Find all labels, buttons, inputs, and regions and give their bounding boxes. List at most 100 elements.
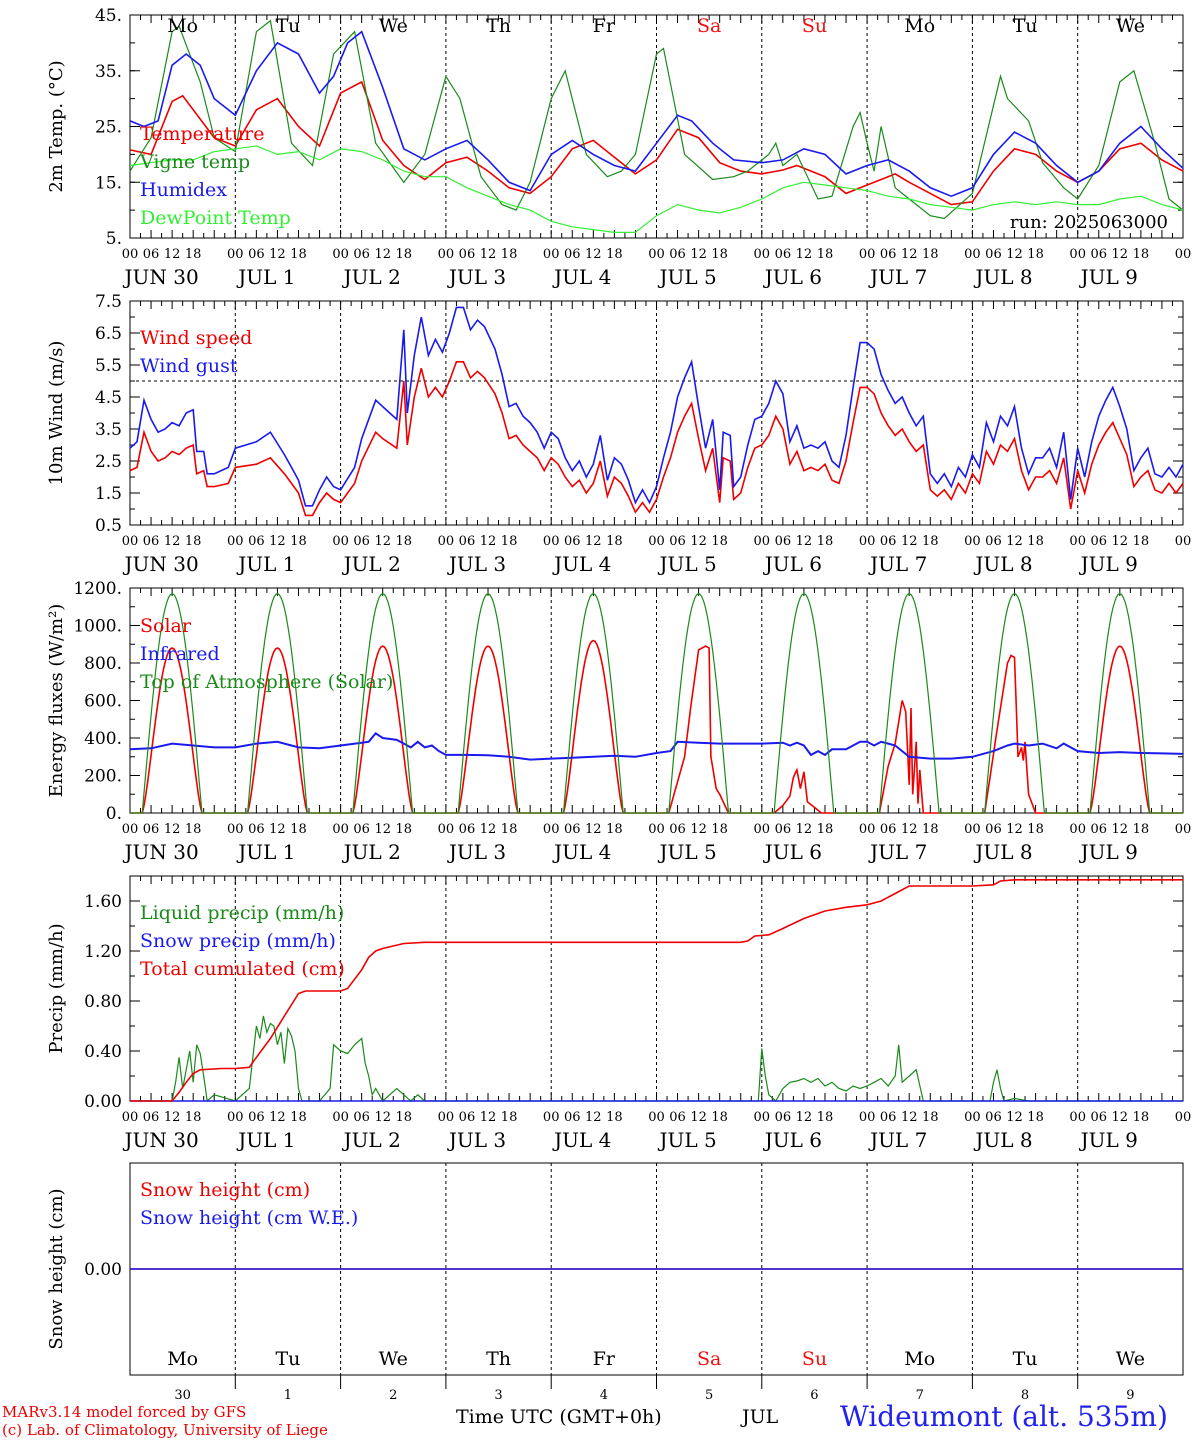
weekday-label: Su: [802, 1348, 827, 1370]
hour-tick-label: 06: [143, 534, 160, 549]
hour-tick-label: 12: [269, 534, 286, 549]
hour-tick-label: 00: [648, 534, 665, 549]
hour-tick-label: 18: [606, 822, 623, 837]
hour-tick-label: 06: [353, 1110, 370, 1125]
weekday-label: We: [1116, 1348, 1145, 1370]
hour-tick-label: 00: [543, 534, 560, 549]
y-tick-label: 1.20: [84, 942, 122, 962]
hour-tick-label: 12: [1006, 822, 1023, 837]
hour-tick-label: 12: [796, 1110, 813, 1125]
hour-tick-label: 00: [754, 822, 771, 837]
hour-tick-label: 00: [332, 534, 349, 549]
hour-tick-label: 18: [817, 822, 834, 837]
hour-tick-label: 12: [585, 247, 602, 262]
hour-tick-label: 06: [564, 247, 581, 262]
day-number-label: 8: [1021, 1388, 1029, 1403]
hour-tick-label: 00: [964, 247, 981, 262]
hour-tick-label: 18: [922, 247, 939, 262]
legend-entry: Temperature: [140, 123, 264, 145]
date-label: JUL 3: [447, 840, 506, 864]
hour-tick-label: 12: [374, 822, 391, 837]
hour-tick-label: 06: [353, 534, 370, 549]
date-label: JUL 1: [236, 552, 295, 576]
date-label: JUL 7: [868, 552, 927, 576]
date-label: JUL 6: [763, 552, 822, 576]
hour-tick-label: 18: [922, 534, 939, 549]
hour-tick-label: 18: [1133, 822, 1150, 837]
y-tick-label: 1.60: [84, 892, 122, 912]
date-label: JUL 5: [657, 552, 716, 576]
hour-tick-label: 18: [606, 1110, 623, 1125]
hour-tick-label: 00: [1069, 247, 1086, 262]
y-tick-label: 4.5: [95, 388, 122, 408]
day-number-label: 4: [600, 1388, 608, 1403]
date-label: JUL 1: [236, 840, 295, 864]
legend-entry: DewPoint Temp: [140, 207, 291, 229]
legend-entry: Snow height (cm): [140, 1179, 310, 1201]
date-label: JUL 1: [236, 265, 295, 289]
legend-entry: Vigne temp: [139, 151, 250, 173]
y-tick-label: 1000.: [73, 617, 122, 637]
date-label: JUL 2: [342, 265, 401, 289]
hour-tick-label: 00: [754, 534, 771, 549]
hour-tick-label: 12: [164, 534, 181, 549]
date-label: JUL 4: [552, 1128, 611, 1152]
hour-tick-label: 12: [901, 247, 918, 262]
day-number-label: 5: [705, 1388, 713, 1403]
hour-tick-label: 12: [1006, 247, 1023, 262]
hour-tick-label: 06: [669, 1110, 686, 1125]
hour-tick-label: 00: [754, 1110, 771, 1125]
hour-tick-label: 00: [122, 1110, 139, 1125]
hour-tick-label: 18: [501, 247, 518, 262]
y-tick-label: 15.: [95, 173, 122, 193]
hour-tick-label: 12: [1112, 1110, 1129, 1125]
y-tick-label: 1200.: [73, 579, 122, 599]
hour-tick-label: 18: [711, 247, 728, 262]
y-tick-label: 45.: [95, 6, 122, 26]
hour-tick-label: 06: [459, 1110, 476, 1125]
hour-tick-label: 18: [396, 247, 413, 262]
hour-tick-label: 06: [880, 534, 897, 549]
hour-tick-label: 00: [1175, 534, 1192, 549]
date-label: JUL 4: [552, 552, 611, 576]
panel-3: 1200. 1000. 800. 600. 400. 200. 0. Energy fluxe…: [46, 579, 1191, 864]
date-label: JUN 30: [122, 840, 198, 864]
weekday-label: Tu: [275, 15, 300, 37]
hour-tick-label: 06: [143, 1110, 160, 1125]
hour-tick-label: 18: [290, 247, 307, 262]
hour-tick-label: 18: [1027, 534, 1044, 549]
hour-tick-label: 06: [353, 822, 370, 837]
hour-tick-label: 00: [859, 247, 876, 262]
hour-tick-label: 06: [775, 822, 792, 837]
date-label: JUL 1: [236, 1128, 295, 1152]
y-axis-label: Precip (mm/h): [46, 923, 67, 1053]
hour-tick-label: 12: [269, 822, 286, 837]
hour-tick-label: 00: [859, 534, 876, 549]
hour-tick-label: 00: [227, 822, 244, 837]
hour-tick-label: 12: [901, 822, 918, 837]
hour-tick-label: 00: [859, 1110, 876, 1125]
day-number-label: 6: [810, 1388, 818, 1403]
weekday-label: We: [379, 1348, 408, 1370]
hour-tick-label: 12: [374, 1110, 391, 1125]
hour-tick-label: 12: [164, 1110, 181, 1125]
series-line-liquid-precip-mm-h-: [130, 1015, 1183, 1103]
hour-tick-label: 06: [459, 822, 476, 837]
y-tick-label: 3.5: [95, 420, 122, 440]
station-name: Wideumont (alt. 535m): [840, 1400, 1168, 1433]
hour-tick-label: 12: [690, 822, 707, 837]
hour-tick-label: 12: [585, 822, 602, 837]
date-label: JUN 30: [122, 552, 198, 576]
plot-frame: [129, 587, 1184, 814]
hour-tick-label: 12: [164, 822, 181, 837]
hour-tick-label: 06: [143, 822, 160, 837]
y-tick-label: 200.: [84, 767, 122, 787]
hour-tick-label: 00: [332, 247, 349, 262]
hour-tick-label: 00: [543, 822, 560, 837]
date-label: JUL 8: [973, 1128, 1032, 1152]
hour-tick-label: 18: [185, 822, 202, 837]
hour-tick-label: 18: [606, 247, 623, 262]
hour-tick-label: 00: [543, 247, 560, 262]
hour-tick-label: 18: [711, 822, 728, 837]
weekday-label: Mo: [904, 1348, 935, 1370]
